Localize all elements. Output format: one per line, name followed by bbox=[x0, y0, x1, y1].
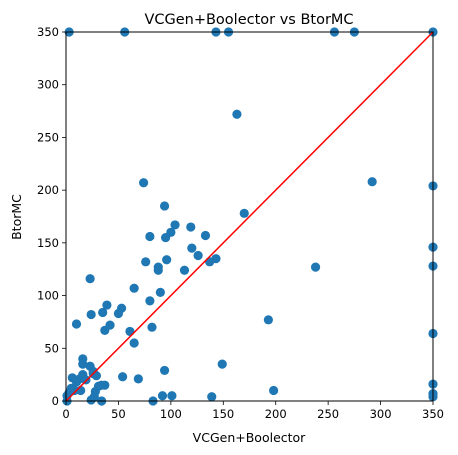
scatter-point bbox=[170, 220, 180, 230]
scatter-point bbox=[367, 177, 377, 187]
scatter-point bbox=[162, 255, 172, 265]
x-tick-label: 150 bbox=[212, 407, 234, 421]
scatter-point bbox=[310, 262, 321, 272]
y-tick-label: 50 bbox=[44, 341, 59, 355]
scatter-point bbox=[159, 201, 170, 211]
y-tick-label: 100 bbox=[37, 289, 59, 303]
scatter-point bbox=[232, 109, 242, 119]
scatter-point bbox=[186, 222, 196, 232]
x-tick-label: 50 bbox=[111, 407, 126, 421]
scatter-point bbox=[118, 372, 128, 382]
scatter-point bbox=[179, 265, 190, 275]
scatter-point bbox=[138, 178, 149, 188]
scatter-point bbox=[113, 308, 124, 319]
scatter-point bbox=[69, 385, 79, 396]
scatter-point bbox=[129, 338, 139, 348]
scatter-point bbox=[155, 287, 165, 298]
plot-frame bbox=[65, 31, 434, 402]
scatter-point bbox=[145, 231, 155, 242]
scatter-point bbox=[200, 230, 211, 241]
scatter-point bbox=[71, 319, 82, 329]
scatter-point bbox=[141, 257, 151, 267]
scatter-point bbox=[78, 359, 88, 369]
y-tick-label: 200 bbox=[37, 183, 59, 197]
scatter-point bbox=[71, 377, 82, 387]
scatter-point bbox=[239, 208, 249, 218]
y-tick-label: 150 bbox=[37, 236, 59, 250]
scatter-point bbox=[125, 326, 135, 337]
scatter-point bbox=[153, 265, 163, 275]
x-tick-label: 300 bbox=[370, 407, 392, 421]
scatter-point bbox=[85, 274, 95, 284]
scatter-point bbox=[97, 380, 107, 390]
scatter-point bbox=[157, 391, 168, 401]
scatter-point bbox=[205, 257, 215, 267]
scatter-point bbox=[98, 307, 108, 318]
scatter-point bbox=[207, 392, 217, 402]
x-tick-label: 350 bbox=[422, 407, 444, 421]
scatter-point bbox=[217, 359, 227, 369]
x-tick-label: 200 bbox=[265, 407, 287, 421]
scatter-point bbox=[193, 250, 203, 261]
scatter-point bbox=[159, 365, 170, 376]
x-tick-label: 0 bbox=[62, 407, 69, 421]
scatter-point bbox=[145, 296, 155, 306]
y-axis-label: BtorMC bbox=[9, 194, 24, 240]
scatter-point bbox=[86, 395, 96, 405]
y-tick-label: 350 bbox=[37, 25, 59, 39]
scatter-point bbox=[167, 391, 177, 401]
scatter-point bbox=[147, 322, 157, 332]
x-tick-label: 100 bbox=[160, 407, 182, 421]
scatter-point bbox=[187, 243, 197, 253]
scatter-point bbox=[86, 309, 96, 320]
chart-title: VCGen+Boolector vs BtorMC bbox=[144, 12, 353, 28]
scatter-point bbox=[129, 283, 139, 293]
scatter-point bbox=[102, 300, 112, 310]
reference-line bbox=[65, 31, 434, 402]
y-tick-label: 300 bbox=[37, 78, 59, 92]
scatter-point bbox=[161, 232, 171, 243]
ticks-layer: 0 50 100 150 200 250 300 350 0 50 100 150 200 250 300 3… bbox=[37, 25, 444, 421]
x-tick-label: 250 bbox=[317, 407, 339, 421]
y-tick-label: 0 bbox=[52, 394, 59, 408]
scatter-point bbox=[133, 374, 143, 384]
scatter-point bbox=[88, 366, 98, 377]
scatter-point bbox=[263, 315, 273, 325]
scatter-point bbox=[269, 385, 279, 396]
y-tick-label: 250 bbox=[37, 130, 59, 144]
x-axis-label: VCGen+Boolector bbox=[193, 430, 307, 445]
marks-layer bbox=[62, 27, 438, 406]
scatter-point bbox=[100, 325, 110, 335]
